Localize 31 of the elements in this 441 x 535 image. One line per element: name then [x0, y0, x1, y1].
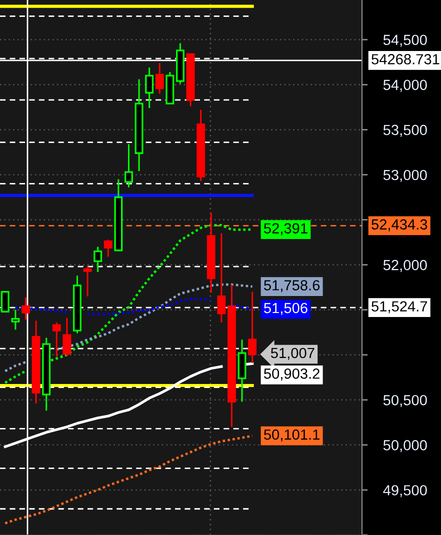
candlestick: [22, 296, 30, 321]
data-label: 50,101.1: [264, 429, 320, 442]
candlestick: [155, 62, 164, 94]
candlestick: [83, 264, 92, 298]
data-label: 51,506: [264, 302, 308, 315]
y-tick-label: 54,000: [383, 80, 427, 92]
candlestick: [11, 309, 20, 330]
candlestick: [124, 143, 133, 188]
candlestick: [248, 291, 257, 364]
y-tick-label: 52,000: [383, 260, 427, 272]
candlestick: [52, 322, 61, 358]
y-tick-label: 54,500: [383, 34, 427, 47]
candlestick: [62, 317, 72, 357]
y-tick-label: 49,500: [383, 485, 427, 498]
y-tick-label: 50,500: [383, 395, 427, 408]
ref-line-label: 51,524.7: [372, 301, 428, 314]
candlestick: [0, 290, 10, 312]
y-tick-label: 53,500: [383, 124, 427, 137]
candlestick: [145, 66, 154, 109]
data-label: 52,391: [264, 223, 308, 236]
candlestick: [94, 246, 102, 273]
candlestick: [104, 238, 112, 258]
data-label: 51,758.6: [264, 280, 320, 292]
y-tick-label: 50,000: [383, 440, 427, 452]
text: 51,007: [270, 348, 314, 360]
ref-line-label: 54268.731: [372, 54, 440, 64]
ref-line-label: 52,434.3: [372, 219, 428, 232]
line-series: [4, 434, 254, 524]
data-label: 50,903.2: [264, 368, 320, 381]
y-tick-label: 53,000: [383, 170, 427, 182]
candlestick: [217, 232, 226, 324]
